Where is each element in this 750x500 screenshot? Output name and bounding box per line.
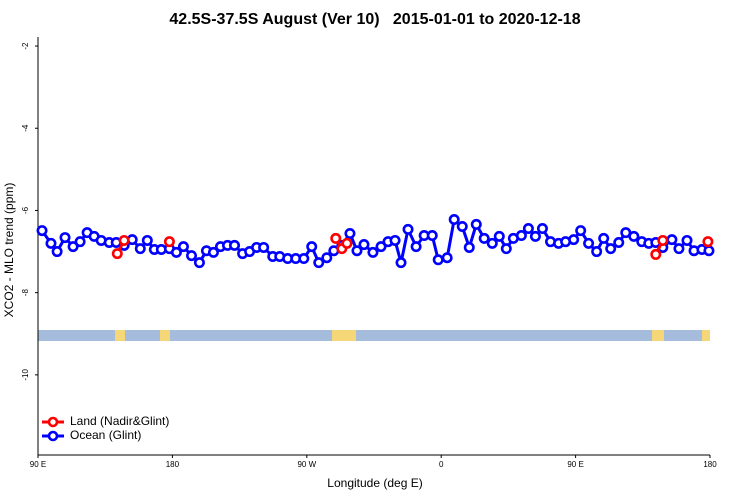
point [118, 234, 130, 246]
point [529, 230, 541, 242]
point [367, 246, 379, 258]
y-tick-label: -6 [21, 206, 30, 214]
point [74, 236, 86, 248]
point [163, 236, 175, 248]
point [703, 245, 715, 257]
legend-label: Ocean (Glint) [70, 428, 141, 442]
ocean-band [38, 330, 710, 341]
point [681, 234, 693, 246]
point [258, 241, 270, 253]
point [605, 243, 617, 255]
point [389, 234, 401, 246]
y-tick-label: -8 [21, 289, 30, 297]
land-patch [115, 330, 125, 341]
point [575, 225, 587, 237]
point [358, 239, 370, 251]
point [478, 232, 490, 244]
land-patch [702, 330, 710, 341]
point [51, 246, 63, 258]
point [207, 246, 219, 258]
point [59, 232, 71, 244]
point [330, 232, 342, 244]
point [486, 237, 498, 249]
point [410, 241, 422, 253]
point [613, 237, 625, 249]
point [170, 246, 182, 258]
legend-marker [47, 430, 59, 442]
point [456, 220, 468, 232]
point [141, 234, 153, 246]
point [470, 218, 482, 230]
x-tick-label: 0 [439, 460, 444, 469]
point [598, 232, 610, 244]
point [313, 257, 325, 269]
land-patch [652, 330, 664, 341]
surface-band [38, 330, 710, 341]
point [673, 243, 685, 255]
point [298, 253, 310, 265]
point [45, 237, 57, 249]
point [448, 213, 460, 225]
x-tick-label: 180 [166, 460, 180, 469]
y-tick-label: -10 [21, 369, 30, 381]
point [186, 250, 198, 262]
legend-marker [47, 416, 59, 428]
x-tick-label: 90 W [297, 460, 316, 469]
x-tick-label: 90 E [30, 460, 46, 469]
point [111, 248, 123, 260]
point [702, 236, 714, 248]
point [536, 223, 548, 235]
point [351, 245, 363, 257]
point [500, 243, 512, 255]
point [426, 230, 438, 242]
legend-label: Land (Nadir&Glint) [70, 414, 169, 428]
point [134, 243, 146, 255]
point [67, 241, 79, 253]
point [522, 223, 534, 235]
point [666, 234, 678, 246]
x-tick-label: 90 E [567, 460, 583, 469]
point [583, 237, 595, 249]
point [463, 241, 475, 253]
land-patch [332, 330, 356, 341]
point [650, 248, 662, 260]
land-patch [160, 330, 170, 341]
y-tick-label: -2 [21, 42, 30, 50]
point [177, 241, 189, 253]
point [591, 246, 603, 258]
point [395, 257, 407, 269]
point [36, 225, 48, 237]
point [568, 234, 580, 246]
point [515, 230, 527, 242]
point [306, 241, 318, 253]
point [341, 237, 353, 249]
point [441, 252, 453, 264]
point [657, 234, 669, 246]
point [375, 241, 387, 253]
y-axis-label: XCO2 - MLO trend (ppm) [2, 183, 16, 318]
point [628, 230, 640, 242]
x-tick-label: 180 [703, 460, 717, 469]
point [432, 254, 444, 266]
chart-title: 42.5S-37.5S August (Ver 10) 2015-01-01 t… [169, 11, 580, 28]
point [344, 227, 356, 239]
point [402, 223, 414, 235]
point [493, 230, 505, 242]
y-tick-label: -4 [21, 124, 30, 132]
point [321, 252, 333, 264]
x-axis-label: Longitude (deg E) [327, 476, 422, 490]
point [193, 257, 205, 269]
point [229, 239, 241, 251]
